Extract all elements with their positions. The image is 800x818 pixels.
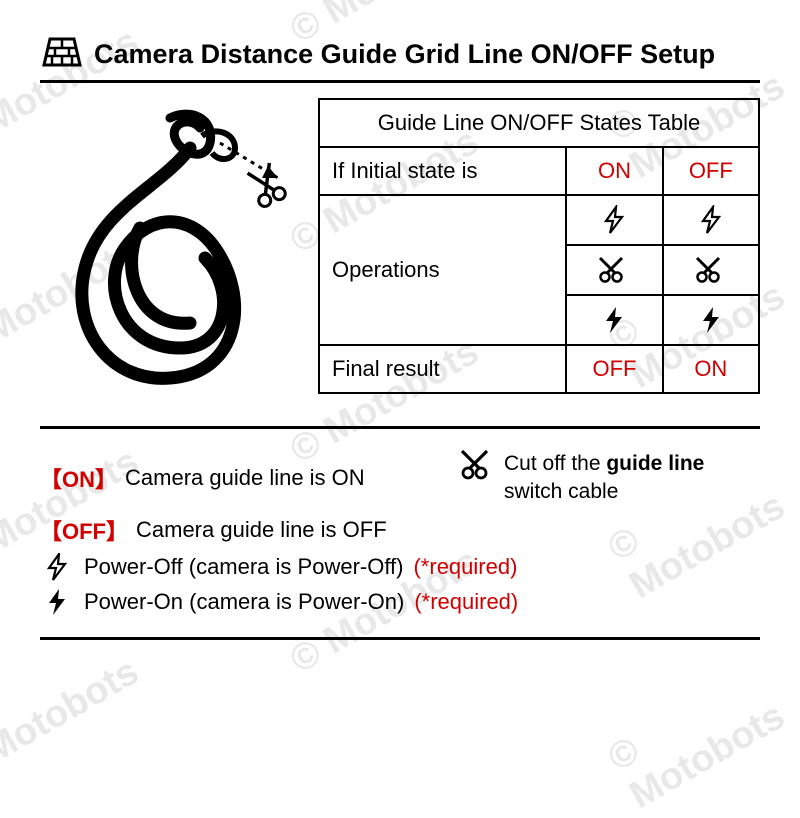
off-bracket: 【OFF】 — [40, 514, 128, 546]
initial-state-label: If Initial state is — [319, 147, 566, 195]
on-text: Camera guide line is ON — [125, 465, 365, 491]
operations-label: Operations — [319, 195, 566, 345]
op-bolt-solid-icon — [663, 295, 759, 345]
op-scissors-icon — [663, 245, 759, 295]
required-text: (*required) — [413, 554, 517, 580]
legend: 【ON】 Camera guide line is ON Cut off the… — [40, 426, 760, 640]
final-off-result: ON — [663, 345, 759, 393]
page-title: Camera Distance Guide Grid Line ON/OFF S… — [94, 39, 715, 70]
scissor-text-1: Cut off the — [504, 452, 606, 475]
off-text: Camera guide line is OFF — [136, 517, 387, 543]
op-bolt-hollow-icon — [663, 195, 759, 245]
cable-image — [40, 98, 300, 408]
scissor-text-2: switch cable — [504, 480, 618, 503]
op-bolt-hollow-icon — [566, 195, 662, 245]
final-result-label: Final result — [319, 345, 566, 393]
initial-on: ON — [566, 147, 662, 195]
initial-off: OFF — [663, 147, 759, 195]
wall-icon — [40, 35, 84, 74]
power-off-text: Power-Off (camera is Power-Off) — [84, 554, 403, 580]
title-row: Camera Distance Guide Grid Line ON/OFF S… — [40, 35, 760, 83]
scissors-icon — [460, 450, 494, 480]
scissor-bold: guide line — [606, 452, 704, 475]
required-text: (*required) — [414, 589, 518, 615]
states-table: Guide Line ON/OFF States Table If Initia… — [318, 98, 760, 408]
bolt-hollow-icon — [40, 553, 74, 581]
table-title: Guide Line ON/OFF States Table — [319, 99, 759, 147]
op-scissors-icon — [566, 245, 662, 295]
final-on-result: OFF — [566, 345, 662, 393]
bolt-solid-icon — [40, 588, 74, 616]
op-bolt-solid-icon — [566, 295, 662, 345]
on-bracket: 【ON】 — [40, 462, 117, 494]
power-on-text: Power-On (camera is Power-On) — [84, 589, 404, 615]
